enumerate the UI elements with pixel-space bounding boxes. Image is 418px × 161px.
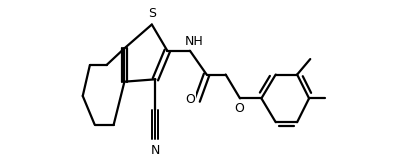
Text: S: S — [148, 7, 156, 20]
Text: O: O — [186, 93, 195, 106]
Text: N: N — [151, 144, 160, 157]
Text: NH: NH — [185, 35, 204, 48]
Text: O: O — [234, 102, 244, 115]
